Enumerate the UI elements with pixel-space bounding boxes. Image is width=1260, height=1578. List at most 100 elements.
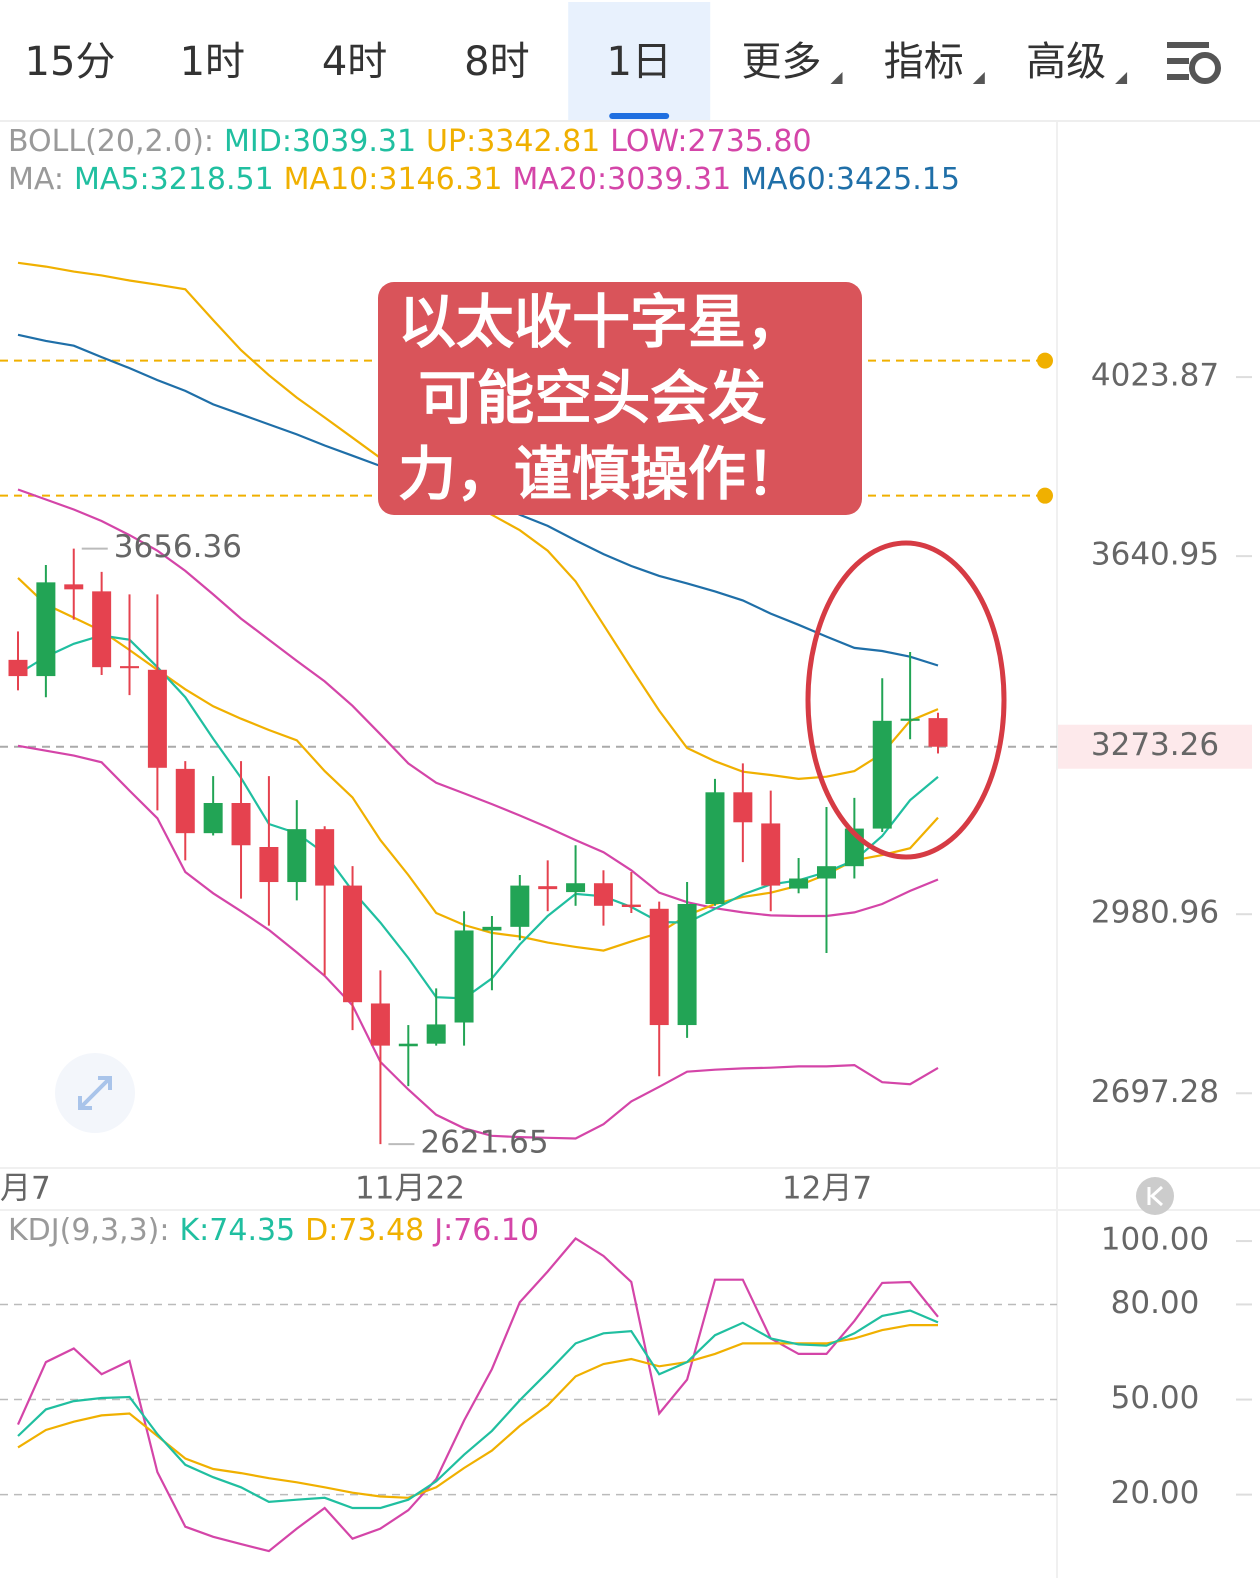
candle-body <box>566 883 586 893</box>
indicator-line <box>17 744 939 1140</box>
candle-body <box>287 829 307 883</box>
candle-body <box>872 720 892 829</box>
y-tick-label: 3640.95 <box>1091 537 1219 573</box>
legend-item: BOLL(20,2.0): <box>8 124 214 159</box>
legend-item: MA60:3425.15 <box>741 162 960 197</box>
y-tick-label: 100.00 <box>1101 1222 1209 1258</box>
candle-body <box>203 802 223 834</box>
icon-bar <box>1167 74 1189 80</box>
annotation-line: 可能空头会发 <box>398 364 766 432</box>
tab[interactable]: 高级 <box>1026 39 1106 85</box>
tab[interactable]: 1时 <box>180 39 245 85</box>
expand-icon <box>78 1076 112 1110</box>
tab-indicator <box>609 113 670 119</box>
annotation-line: 力，谨慎操作！ <box>398 440 804 508</box>
x-tick-label: 月7 <box>0 1171 51 1207</box>
candle-body <box>510 885 530 927</box>
candle-body <box>175 768 195 834</box>
extreme-label: 2621.65 <box>420 1125 548 1161</box>
tab-selected-bg <box>568 2 711 120</box>
candle-body <box>649 908 669 1026</box>
dropdown-caret <box>1115 72 1128 84</box>
candle-body <box>816 866 836 879</box>
icon-bar <box>1167 58 1189 64</box>
candle-body <box>621 904 641 907</box>
indicator-line <box>17 1324 938 1499</box>
candle-body <box>482 926 502 931</box>
price-pane: BOLL(20,2.0): MID:3039.31 UP:3342.81 LOW:27… <box>0 124 1252 1207</box>
candle-body <box>454 930 474 1023</box>
alert-dot <box>1037 352 1053 369</box>
timeframe-tabs: 15分 1时 4时 8时 1日 更多 指标 高级 <box>25 2 1128 120</box>
candle-body <box>593 883 613 906</box>
indicator-line <box>16 1237 939 1553</box>
annotation-box: 以太收十字星， 可能空头会发 力，谨慎操作！ <box>378 282 862 515</box>
candle-body <box>343 885 363 1003</box>
candle-body <box>705 792 725 905</box>
candle-body <box>370 1003 390 1046</box>
tab[interactable]: 指标 <box>884 39 964 85</box>
x-tick-label: 11月22 <box>355 1171 465 1207</box>
candle-body <box>231 802 251 846</box>
current-price-label: 3273.26 <box>1091 727 1219 763</box>
alert-dot <box>1037 487 1053 504</box>
current-price-bg <box>1058 724 1252 769</box>
expand-button[interactable] <box>55 1053 135 1133</box>
icon-bar <box>1167 42 1209 48</box>
candle-body <box>761 823 781 886</box>
dropdown-caret <box>972 72 985 84</box>
x-tick-label: 12月7 <box>782 1171 872 1207</box>
legend-item: UP:3342.81 <box>426 124 600 159</box>
tab[interactable]: 1日 <box>606 39 671 85</box>
scroll-bg <box>1136 1177 1174 1215</box>
indicator-line <box>17 577 939 952</box>
candle-body <box>928 718 948 747</box>
candle-body <box>538 886 558 890</box>
y-tick-label: 4023.87 <box>1091 358 1219 394</box>
candle-body <box>315 829 335 886</box>
candle-body <box>120 666 140 669</box>
legend-item: MA: <box>8 162 64 197</box>
legend-row: MA: MA5:3218.51 MA10:3146.31 MA20:3039.31 MA… <box>8 162 960 197</box>
annotation-bg <box>378 282 862 515</box>
y-tick-label: 50.00 <box>1111 1380 1200 1416</box>
tab[interactable]: 4时 <box>322 39 387 85</box>
tab[interactable]: 更多 <box>742 39 822 85</box>
candle-body <box>398 1043 418 1047</box>
highlight-circle <box>805 540 1007 860</box>
candle-body <box>259 846 279 883</box>
tab[interactable]: 8时 <box>464 39 529 85</box>
scroll-latest-button[interactable] <box>1136 1177 1174 1215</box>
y-tick-label: 20.00 <box>1111 1475 1200 1511</box>
legend-item: MID:3039.31 <box>224 124 416 159</box>
candle-body <box>900 718 920 721</box>
icon-gear <box>1189 52 1221 84</box>
y-tick-label: 80.00 <box>1111 1285 1200 1321</box>
candle-body <box>789 878 809 889</box>
candle-body <box>733 792 753 823</box>
kdj-pane: KDJ(9,3,3): K:74.35 D:73.48 J:76.10 100.00 80… <box>0 1213 1252 1553</box>
y-tick-label: 2697.28 <box>1091 1074 1219 1110</box>
y-tick-label: 2980.96 <box>1091 895 1219 931</box>
tab[interactable]: 15分 <box>25 39 116 85</box>
annotation-line: 以太收十字星， <box>398 288 804 356</box>
scroll-icon <box>1147 1185 1164 1207</box>
candle-body <box>147 669 167 768</box>
settings-icon[interactable] <box>1167 42 1221 84</box>
dropdown-caret <box>830 72 843 84</box>
legend-item: MA10:3146.31 <box>284 162 503 197</box>
legend-item: K:74.35 <box>179 1213 295 1248</box>
candle-body <box>64 584 84 590</box>
candle-body <box>8 659 28 677</box>
candle-body <box>36 582 56 677</box>
legend-row: KDJ(9,3,3): K:74.35 D:73.48 J:76.10 <box>8 1213 539 1248</box>
indicator-line <box>17 488 939 918</box>
legend-item: KDJ(9,3,3): <box>8 1213 169 1248</box>
legend-item: J:76.10 <box>432 1213 539 1248</box>
legend-item: D:73.48 <box>305 1213 424 1248</box>
indicator-line <box>17 634 939 1000</box>
legend-item: LOW:2735.80 <box>610 124 811 159</box>
candle-body <box>92 591 112 668</box>
